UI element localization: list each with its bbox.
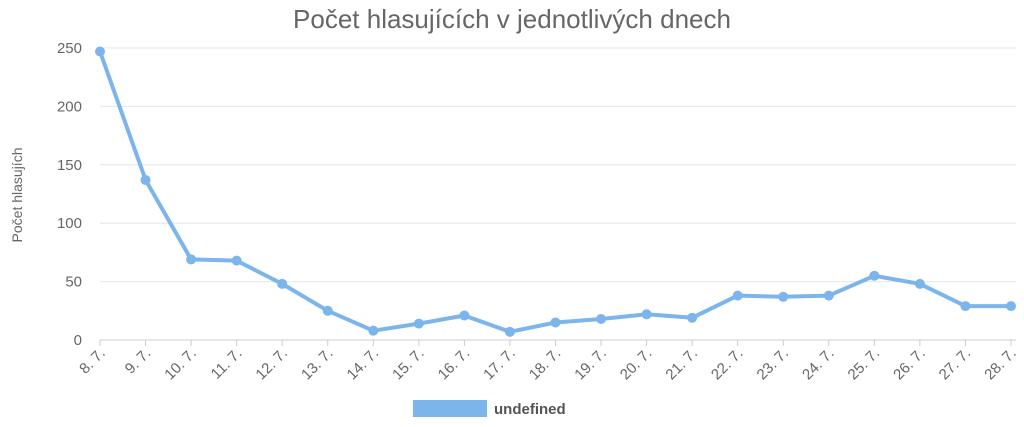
data-point[interactable] xyxy=(732,290,743,301)
y-tick-label: 250 xyxy=(57,40,82,57)
chart-title: Počet hlasujících v jednotlivých dnech xyxy=(293,4,731,34)
x-tick-label: 11. 7. xyxy=(208,345,246,383)
x-tick-label: 17. 7. xyxy=(480,345,519,384)
x-tick-label: 13. 7. xyxy=(298,345,337,384)
x-tick-label: 20. 7. xyxy=(617,345,656,384)
x-tick-label: 22. 7. xyxy=(708,345,747,384)
data-point[interactable] xyxy=(1006,301,1016,312)
y-axis-label: Počet hlasujích xyxy=(9,148,25,243)
data-point[interactable] xyxy=(687,312,698,323)
data-point[interactable] xyxy=(550,317,561,328)
y-tick-label: 150 xyxy=(57,157,82,174)
series-line xyxy=(98,49,1013,334)
data-point[interactable] xyxy=(186,254,197,265)
x-tick-label: 28. 7. xyxy=(981,345,1020,384)
x-tick-label: 24. 7. xyxy=(799,345,838,384)
x-tick-label: 25. 7. xyxy=(845,345,884,384)
x-tick-label: 16. 7. xyxy=(435,345,474,384)
x-tick-label: 9. 7. xyxy=(122,345,155,378)
y-tick-labels: 0 50 100 150 200 250 xyxy=(57,40,82,349)
gridlines xyxy=(100,47,1016,341)
data-point[interactable] xyxy=(641,309,652,320)
x-tick-labels: 8. 7. 9. 7. 10. 7. 11. 7. 12. 7. 13. 7. 14. 7.… xyxy=(76,345,1020,384)
data-point[interactable] xyxy=(277,278,288,289)
x-tick-label: 12. 7. xyxy=(252,345,291,384)
x-tick-label: 23. 7. xyxy=(754,345,793,384)
y-tick-label: 50 xyxy=(65,274,82,291)
data-point[interactable] xyxy=(504,326,515,337)
y-tick-label: 100 xyxy=(57,215,82,232)
data-point[interactable] xyxy=(960,301,971,312)
data-point[interactable] xyxy=(322,305,333,316)
y-tick-label: 0 xyxy=(74,332,82,349)
series-layer xyxy=(95,46,1016,337)
data-point[interactable] xyxy=(413,318,424,329)
x-tick-label: 14. 7. xyxy=(344,345,383,384)
data-point[interactable] xyxy=(869,270,880,281)
legend[interactable]: undefined xyxy=(413,400,566,418)
data-point[interactable] xyxy=(140,174,151,185)
x-tick-label: 21. 7. xyxy=(662,345,701,384)
data-point[interactable] xyxy=(231,255,242,266)
x-tick-label: 18. 7. xyxy=(526,345,565,384)
x-tick-label: 10. 7. xyxy=(161,345,200,384)
x-tick-label: 8. 7. xyxy=(76,345,109,378)
data-point[interactable] xyxy=(459,310,470,321)
y-tick-label: 200 xyxy=(57,98,82,115)
data-point[interactable] xyxy=(778,291,789,302)
data-point[interactable] xyxy=(596,313,607,324)
data-point[interactable] xyxy=(368,325,379,336)
legend-swatch xyxy=(413,400,487,417)
x-tick-label: 26. 7. xyxy=(890,345,929,384)
axes xyxy=(99,339,1016,346)
data-point[interactable] xyxy=(914,278,925,289)
x-tick-label: 19. 7. xyxy=(571,345,610,384)
x-tick-label: 27. 7. xyxy=(936,345,975,384)
data-point[interactable] xyxy=(823,290,834,301)
x-tick-label: 15. 7. xyxy=(389,345,428,384)
data-point[interactable] xyxy=(95,46,105,57)
legend-label: undefined xyxy=(494,401,566,418)
